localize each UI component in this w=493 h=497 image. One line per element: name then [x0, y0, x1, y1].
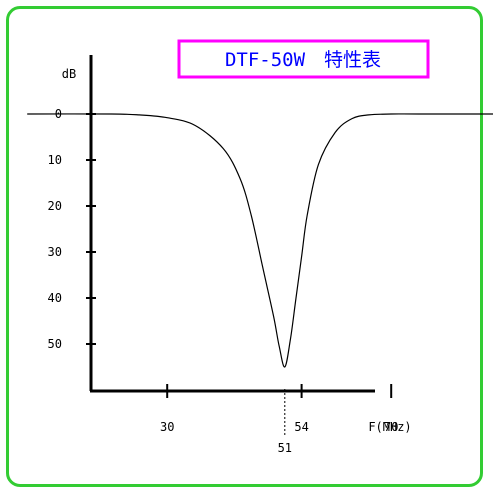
x-tick-label: 54	[294, 420, 308, 434]
x-axis-label: F(MHz)	[368, 420, 411, 434]
y-tick-label: 20	[48, 199, 62, 213]
y-tick-label: 50	[48, 337, 62, 351]
title-box	[177, 39, 430, 79]
series-line	[27, 113, 493, 368]
y-axis-label: dB	[62, 67, 76, 81]
x-tick-label: 70	[384, 420, 398, 434]
chart-frame	[6, 6, 483, 487]
x-tick-label: 30	[160, 420, 174, 434]
chart-title: DTF-50W 特性表	[225, 49, 381, 71]
x-tick-label: 51	[278, 441, 292, 455]
y-tick-label: 30	[48, 245, 62, 259]
y-tick-label: 10	[48, 153, 62, 167]
y-tick-label: 40	[48, 291, 62, 305]
